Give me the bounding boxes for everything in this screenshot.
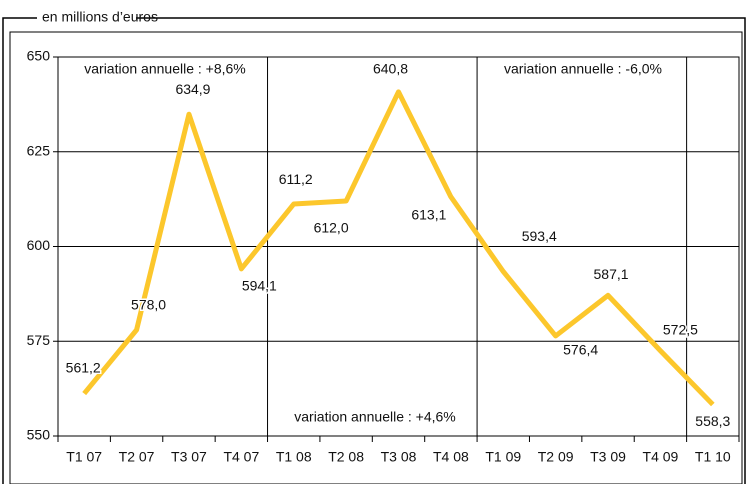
y-tick-label: 650 (27, 48, 51, 64)
annotation: variation annuelle : -6,0% (504, 61, 662, 77)
data-label: 587,1 (594, 266, 629, 282)
line (82, 89, 715, 407)
x-tick-label: T2 09 (538, 449, 574, 465)
x-tick-label: T4 08 (433, 449, 469, 465)
data-label: 572,5 (663, 321, 698, 337)
data-label: 558,3 (695, 413, 730, 429)
data-label: 593,4 (522, 228, 557, 244)
x-tick-label: T4 07 (223, 449, 259, 465)
annotation: variation annuelle : +8,6% (84, 61, 246, 77)
data-label: 561,2 (66, 359, 101, 375)
x-tick-label: T3 08 (381, 449, 417, 465)
x-tick-label: T4 09 (643, 449, 679, 465)
frame (2, 17, 746, 484)
y-tick-label: 600 (27, 237, 51, 253)
data-label: 576,4 (563, 342, 598, 358)
y-tick-label: 575 (27, 332, 51, 348)
data-label: 612,0 (314, 220, 349, 236)
x-tick-label: T1 09 (485, 449, 521, 465)
data-label: 611,2 (279, 171, 313, 187)
x-tick-label: T2 08 (328, 449, 364, 465)
y-tick-label: 550 (27, 427, 51, 443)
data-label: 613,1 (411, 207, 446, 223)
inner-frame (9, 31, 743, 484)
y-tick-label: 625 (27, 142, 51, 158)
x-tick-label: T1 07 (66, 449, 102, 465)
data-label: 594,1 (242, 278, 277, 294)
chart-subtitle: en millions d’euros (42, 9, 158, 25)
x-tick-label: T1 08 (276, 449, 312, 465)
data-label: 578,0 (131, 297, 166, 313)
x-tick-label: T3 07 (171, 449, 207, 465)
data-label: 640,8 (373, 61, 408, 77)
data-label: 634,9 (175, 81, 210, 97)
x-tick-label: T3 09 (590, 449, 626, 465)
annotation: variation annuelle : +4,6% (294, 409, 456, 425)
x-tick-label: T1 10 (695, 449, 731, 465)
x-tick-label: T2 07 (119, 449, 155, 465)
